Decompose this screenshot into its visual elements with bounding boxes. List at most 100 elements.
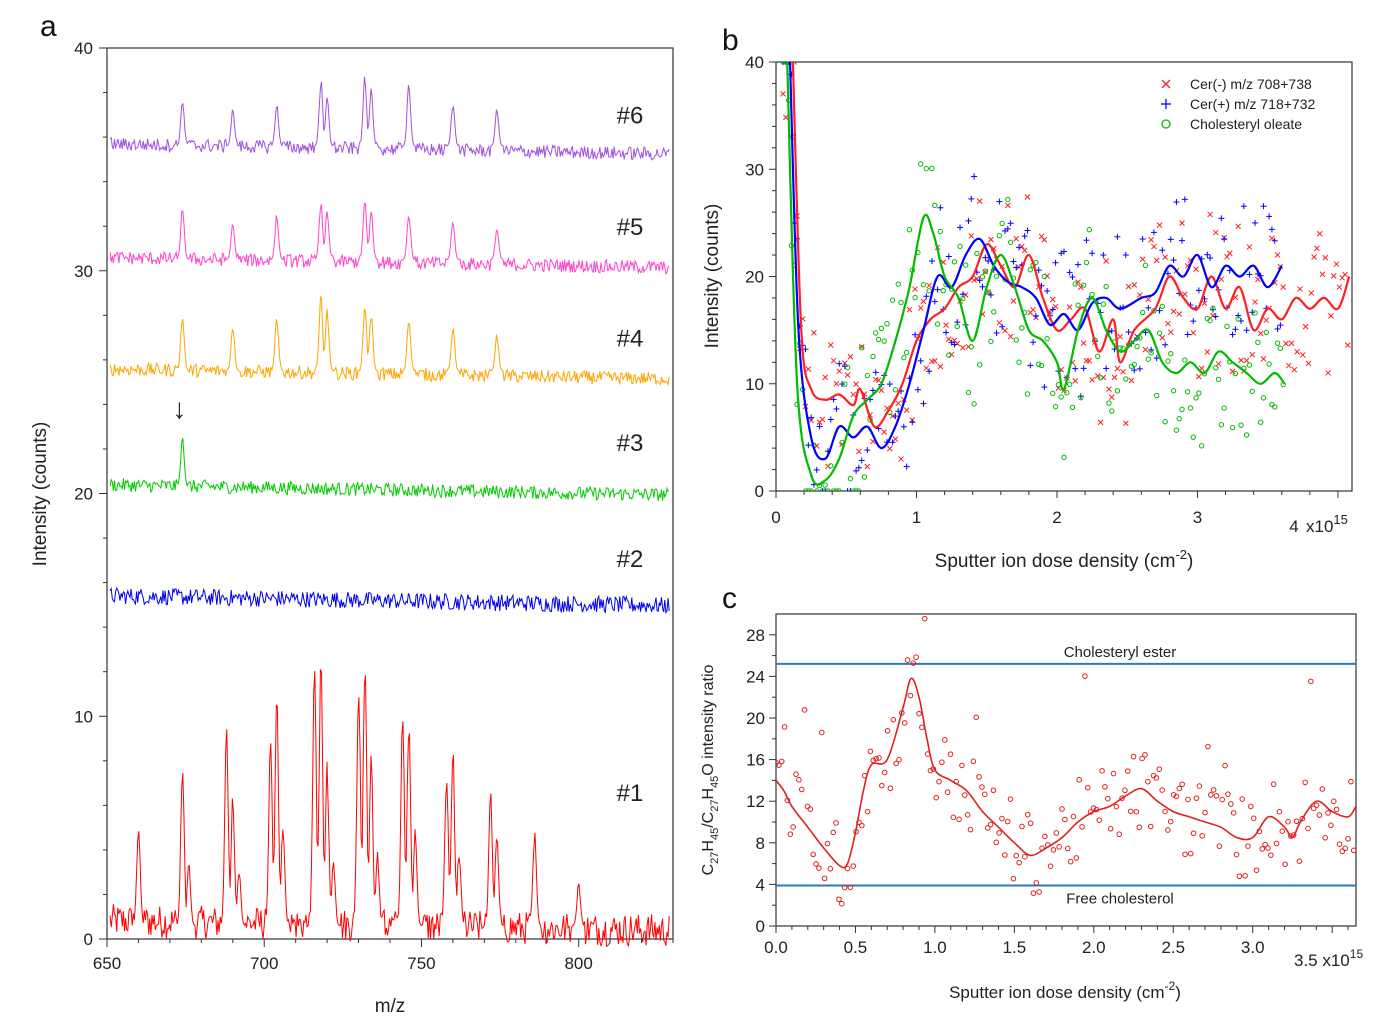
- ratio-point: [1330, 798, 1337, 805]
- ratio-point: [1024, 811, 1031, 818]
- cer-minus-point: [1297, 286, 1303, 292]
- arrow-annotation: ↓: [172, 393, 186, 424]
- cer-plus-point: [841, 363, 848, 370]
- cholesteryl-point: [1005, 196, 1011, 203]
- cholesteryl-point: [1274, 340, 1281, 346]
- trace-label: #1: [617, 780, 644, 807]
- ratio-point: [1187, 850, 1194, 857]
- cer-minus-point: [923, 365, 930, 371]
- cholesteryl-point: [1221, 405, 1227, 411]
- cer-minus-point: [1165, 320, 1171, 327]
- cer-minus-point: [1075, 279, 1081, 285]
- ratio-point: [1076, 776, 1082, 783]
- ratio-point: [941, 737, 948, 743]
- cer-minus-point: [1094, 372, 1101, 379]
- cer-plus-point: [903, 463, 910, 470]
- ratio-point: [1236, 873, 1243, 880]
- cer-plus-point: [979, 283, 986, 290]
- cholesteryl-point: [918, 161, 924, 167]
- cer-minus-point: [827, 342, 834, 348]
- ratio-point: [818, 729, 825, 736]
- ratio-point: [1036, 889, 1042, 895]
- cer-minus-point: [811, 329, 817, 336]
- ratio-point: [798, 786, 805, 793]
- cer-plus-point: [785, 62, 792, 65]
- cholesteryl-point: [825, 488, 831, 491]
- cholesteryl-point: [920, 282, 927, 288]
- cholesteryl-point: [954, 323, 960, 330]
- ratio-point: [824, 840, 831, 847]
- cer-plus-point: [1162, 341, 1169, 348]
- cer-minus-point: [1142, 346, 1149, 353]
- cholesteryl-point: [1260, 395, 1267, 401]
- ratio-point: [907, 692, 914, 699]
- ratio-point: [1193, 795, 1200, 801]
- cer-minus-point: [1224, 253, 1230, 260]
- cer-minus-point: [1204, 349, 1211, 355]
- cer-plus-point: [864, 447, 871, 454]
- y-tick-label: 20: [745, 268, 764, 287]
- cholesteryl-point: [1038, 362, 1045, 369]
- cer-plus-point: [928, 258, 935, 265]
- cholesteryl-point: [1083, 259, 1090, 266]
- cer-plus-point: [833, 405, 840, 412]
- ratio-point: [859, 822, 865, 829]
- ratio-point: [967, 826, 974, 833]
- cer-plus-point: [1240, 203, 1247, 210]
- cholesteryl-point: [1151, 308, 1157, 314]
- cer-minus-point: [1072, 377, 1079, 384]
- cer-plus-point: [827, 416, 834, 423]
- ratio-point: [1165, 827, 1171, 833]
- ratio-point: [1073, 855, 1080, 861]
- cer-minus-point: [1162, 254, 1169, 260]
- ratio-point: [1276, 808, 1283, 815]
- cholesteryl-point: [1095, 353, 1101, 360]
- cholesteryl-point: [1044, 335, 1050, 342]
- cer-plus-point: [1044, 287, 1051, 294]
- cer-minus-point: [920, 298, 927, 305]
- cholesteryl-point: [1277, 345, 1284, 352]
- cer-minus-point: [1139, 256, 1146, 263]
- cholesteryl-point: [932, 202, 938, 209]
- cer-minus-point: [1308, 290, 1315, 296]
- cholesteryl-point: [870, 353, 876, 360]
- cer-plus-point: [1016, 244, 1023, 251]
- cholesteryl-point: [971, 401, 977, 407]
- cer-plus-point: [1007, 220, 1014, 227]
- cer-minus-point: [1159, 334, 1166, 341]
- cholesteryl-point: [850, 488, 856, 491]
- cer-plus-point: [1148, 346, 1155, 353]
- cer-minus-point: [1103, 258, 1109, 264]
- ratio-point: [936, 778, 942, 785]
- ratio-point: [1199, 832, 1205, 839]
- panel-c-x-axis-label: Sputter ion dose density (cm-2): [949, 979, 1181, 1002]
- cholesteryl-point: [889, 297, 896, 303]
- ratio-point: [1067, 858, 1074, 865]
- cholesteryl-point: [1066, 381, 1073, 388]
- ratio-point: [807, 806, 814, 812]
- cer-plus-point: [1035, 267, 1042, 274]
- y-tick-label: 20: [74, 485, 93, 504]
- y-tick-label: 10: [74, 707, 93, 726]
- ratio-point: [1319, 786, 1326, 792]
- ratio-point: [1145, 778, 1151, 785]
- cer-minus-point: [1238, 357, 1244, 364]
- cer-minus-point: [1117, 333, 1124, 340]
- cholesteryl-point: [1272, 404, 1278, 410]
- cer-minus-point: [1243, 357, 1250, 364]
- cholesteryl-point: [988, 338, 994, 345]
- cholesteryl-point: [1134, 343, 1140, 350]
- cer-plus-point: [1089, 250, 1096, 257]
- ratio-point: [816, 865, 822, 871]
- reference-line-label: Cholesteryl ester: [1064, 644, 1177, 661]
- cer-plus-point: [1274, 325, 1281, 332]
- cholesteryl-point: [1173, 427, 1180, 433]
- ratio-point: [787, 831, 794, 837]
- ratio-point: [1119, 795, 1125, 801]
- ratio-point: [1253, 867, 1260, 874]
- ratio-point: [944, 789, 951, 795]
- ratio-point: [1064, 845, 1071, 852]
- ratio-point: [1139, 755, 1145, 762]
- ratio-point: [1262, 841, 1268, 848]
